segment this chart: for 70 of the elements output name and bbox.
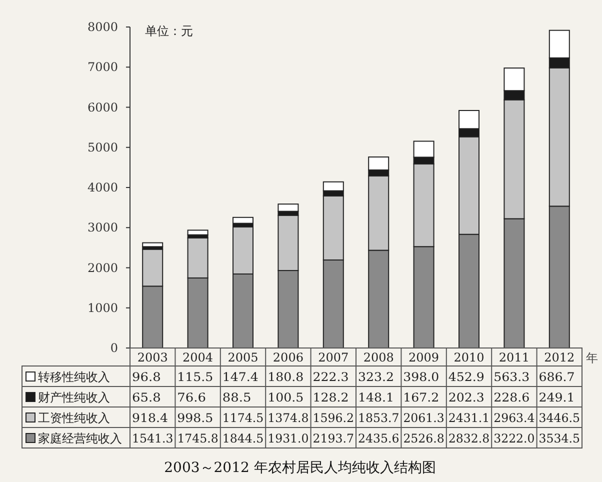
annotation: 单位：元 — [145, 24, 193, 38]
data-label: 398.0 — [403, 370, 440, 384]
bar — [232, 216, 254, 224]
data-label: 323.2 — [358, 370, 394, 384]
data-label: 148.1 — [358, 390, 394, 404]
legend-label: 工资性纯收入 — [38, 411, 110, 425]
data-label: 2193.7 — [312, 432, 355, 446]
y-tick-label: 5000 — [87, 140, 118, 154]
data-label: 563.3 — [494, 370, 530, 384]
data-label: 3222.0 — [494, 432, 536, 446]
data-label: 3534.5 — [538, 432, 581, 446]
data-label: 2061.3 — [403, 411, 446, 425]
y-tick-label: 7000 — [87, 60, 118, 74]
data-label: 147.4 — [222, 370, 259, 384]
y-tick-label: 8000 — [87, 20, 118, 34]
data-label: 222.3 — [312, 370, 349, 384]
data-label: 1844.5 — [222, 432, 264, 446]
data-label: 2526.8 — [403, 432, 446, 446]
y-tick-label: 4000 — [87, 180, 118, 194]
data-label: 228.6 — [494, 390, 530, 404]
data-label: 100.5 — [268, 390, 304, 404]
data-label: 2431.1 — [448, 411, 490, 425]
bar — [187, 230, 208, 236]
legend-label: 财产性纯收入 — [38, 390, 110, 404]
data-label: 167.2 — [403, 390, 440, 404]
x-tick-label: 2012 — [544, 350, 575, 364]
y-tick-label: 6000 — [87, 100, 118, 114]
x-tick-label: 2009 — [408, 350, 440, 364]
data-label: 249.1 — [538, 390, 575, 404]
legend-label: 家庭经营纯收入 — [38, 432, 122, 446]
data-label: 1374.8 — [268, 411, 310, 425]
data-label: 115.5 — [177, 370, 214, 384]
data-label: 2963.4 — [494, 411, 536, 425]
data-label: 1596.2 — [312, 411, 355, 425]
bar — [142, 242, 164, 248]
data-label: 202.3 — [448, 390, 484, 404]
x-tick-label: 2006 — [272, 350, 304, 364]
data-label: 452.9 — [448, 370, 484, 384]
data-label: 65.8 — [132, 390, 161, 404]
data-label: 3446.5 — [538, 411, 581, 425]
y-tick-label: 0 — [110, 341, 118, 355]
data-label: 76.6 — [177, 390, 206, 404]
x-tick-label: 2003 — [137, 350, 168, 364]
data-label: 96.8 — [132, 370, 161, 384]
x-tick-label: 2010 — [454, 350, 484, 364]
data-label: 1541.3 — [132, 432, 174, 446]
x-axis-title: 年 — [586, 351, 598, 365]
x-tick-label: 2007 — [318, 350, 349, 364]
bar — [278, 204, 299, 212]
data-label: 1853.7 — [358, 411, 400, 425]
x-tick-label: 2008 — [363, 350, 394, 364]
y-tick-label: 2000 — [87, 260, 118, 275]
data-label: 686.7 — [538, 370, 575, 384]
y-tick-label: 3000 — [87, 220, 118, 235]
x-tick-label: 2005 — [228, 350, 258, 364]
data-label: 998.5 — [177, 411, 214, 425]
text: 2003～2012 年农村居民人均纯收入结构图 — [164, 460, 436, 476]
y-tick-label: 1000 — [87, 300, 118, 315]
data-label: 918.4 — [132, 411, 168, 425]
data-label: 1745.8 — [177, 432, 220, 446]
data-label: 1931.0 — [268, 432, 310, 446]
data-label: 2435.6 — [358, 432, 400, 446]
x-tick-label: 2011 — [498, 350, 530, 364]
data-label: 88.5 — [222, 390, 252, 404]
data-label: 2832.8 — [448, 432, 490, 446]
data-label: 128.2 — [312, 390, 349, 404]
data-label: 180.8 — [268, 370, 304, 384]
legend-label: 转移性纯收入 — [38, 370, 110, 384]
data-label: 1174.5 — [222, 411, 264, 425]
x-tick-label: 2004 — [182, 350, 214, 364]
